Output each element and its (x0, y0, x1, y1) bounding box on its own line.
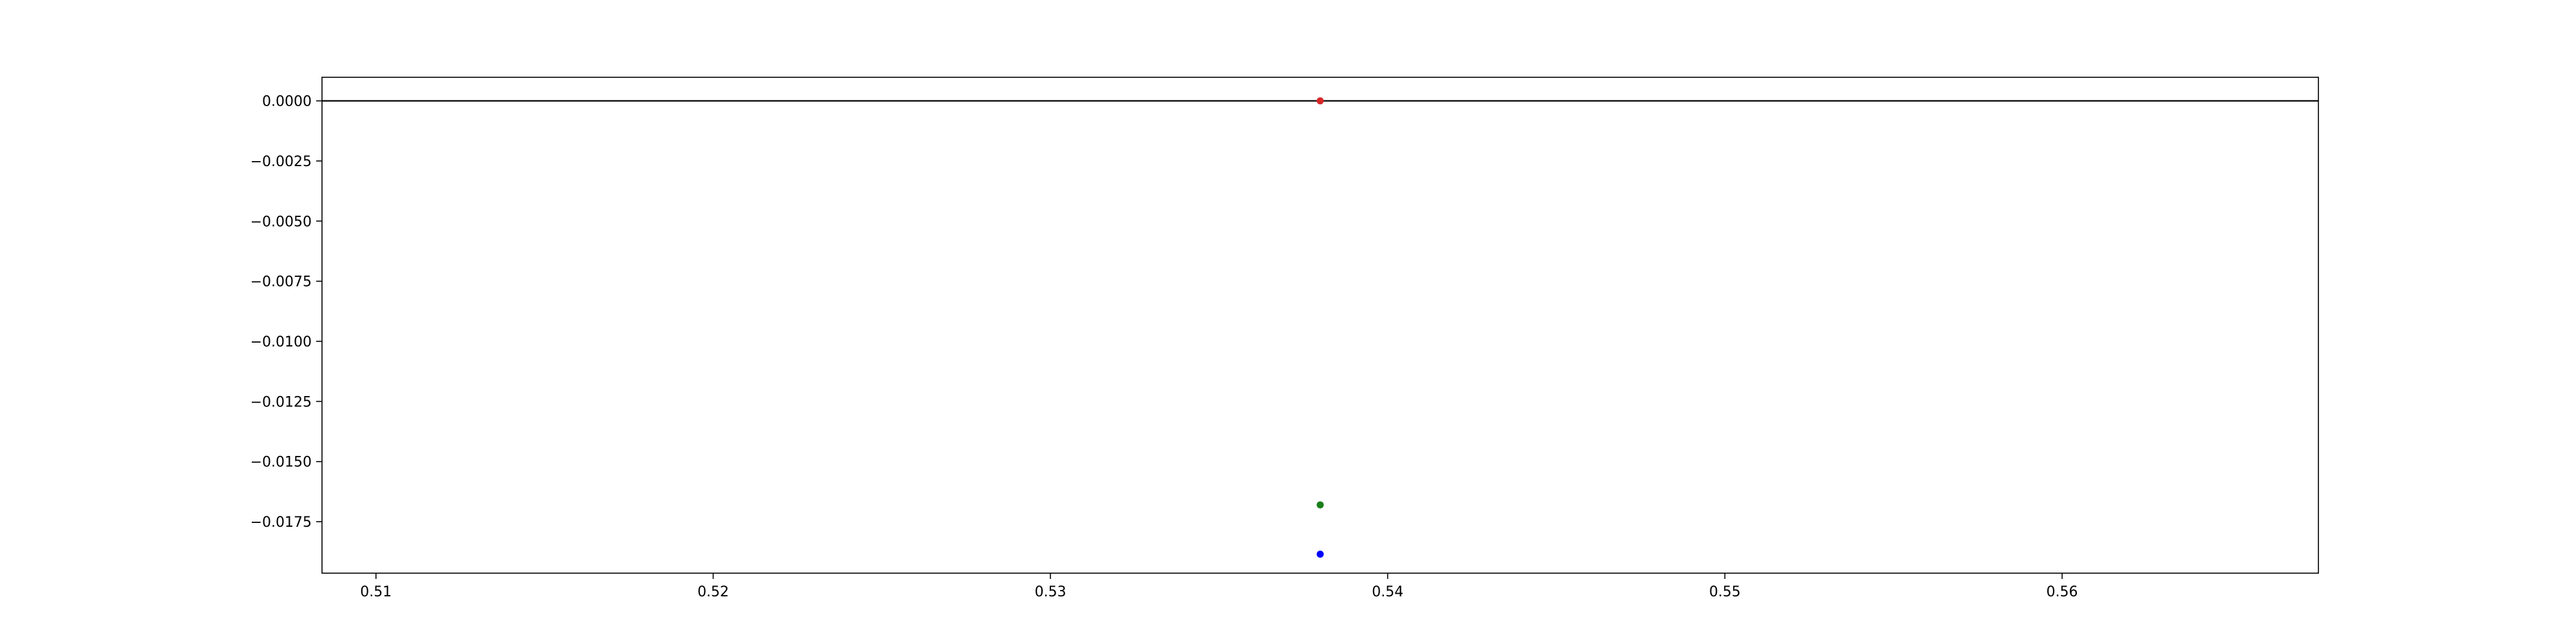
x-tick-label: 0.55 (1709, 584, 1741, 600)
y-tick-label: −0.0150 (251, 455, 312, 471)
y-tick-label: −0.0125 (251, 394, 312, 410)
y-tick-label: −0.0100 (251, 334, 312, 350)
x-tick-label: 0.54 (1372, 584, 1403, 600)
data-point (1316, 501, 1324, 509)
data-point (1316, 97, 1324, 105)
data-point (1316, 550, 1324, 558)
x-tick-label: 0.51 (360, 584, 392, 600)
x-tick-label: 0.53 (1035, 584, 1066, 600)
y-tick-label: −0.0050 (251, 214, 312, 230)
axes-frame (321, 77, 2319, 574)
y-tick-label: −0.0075 (251, 274, 312, 290)
x-tick-label: 0.52 (697, 584, 729, 600)
y-tick-label: −0.0175 (251, 515, 312, 531)
y-tick-label: 0.0000 (262, 94, 312, 110)
plot-area: 0.51 0.52 0.53 0.54 0.55 0.56 0.0000 −0.0025 −0.… (251, 77, 2319, 600)
x-tick-label: 0.56 (2047, 584, 2078, 600)
y-tick-label: −0.0025 (251, 154, 312, 170)
